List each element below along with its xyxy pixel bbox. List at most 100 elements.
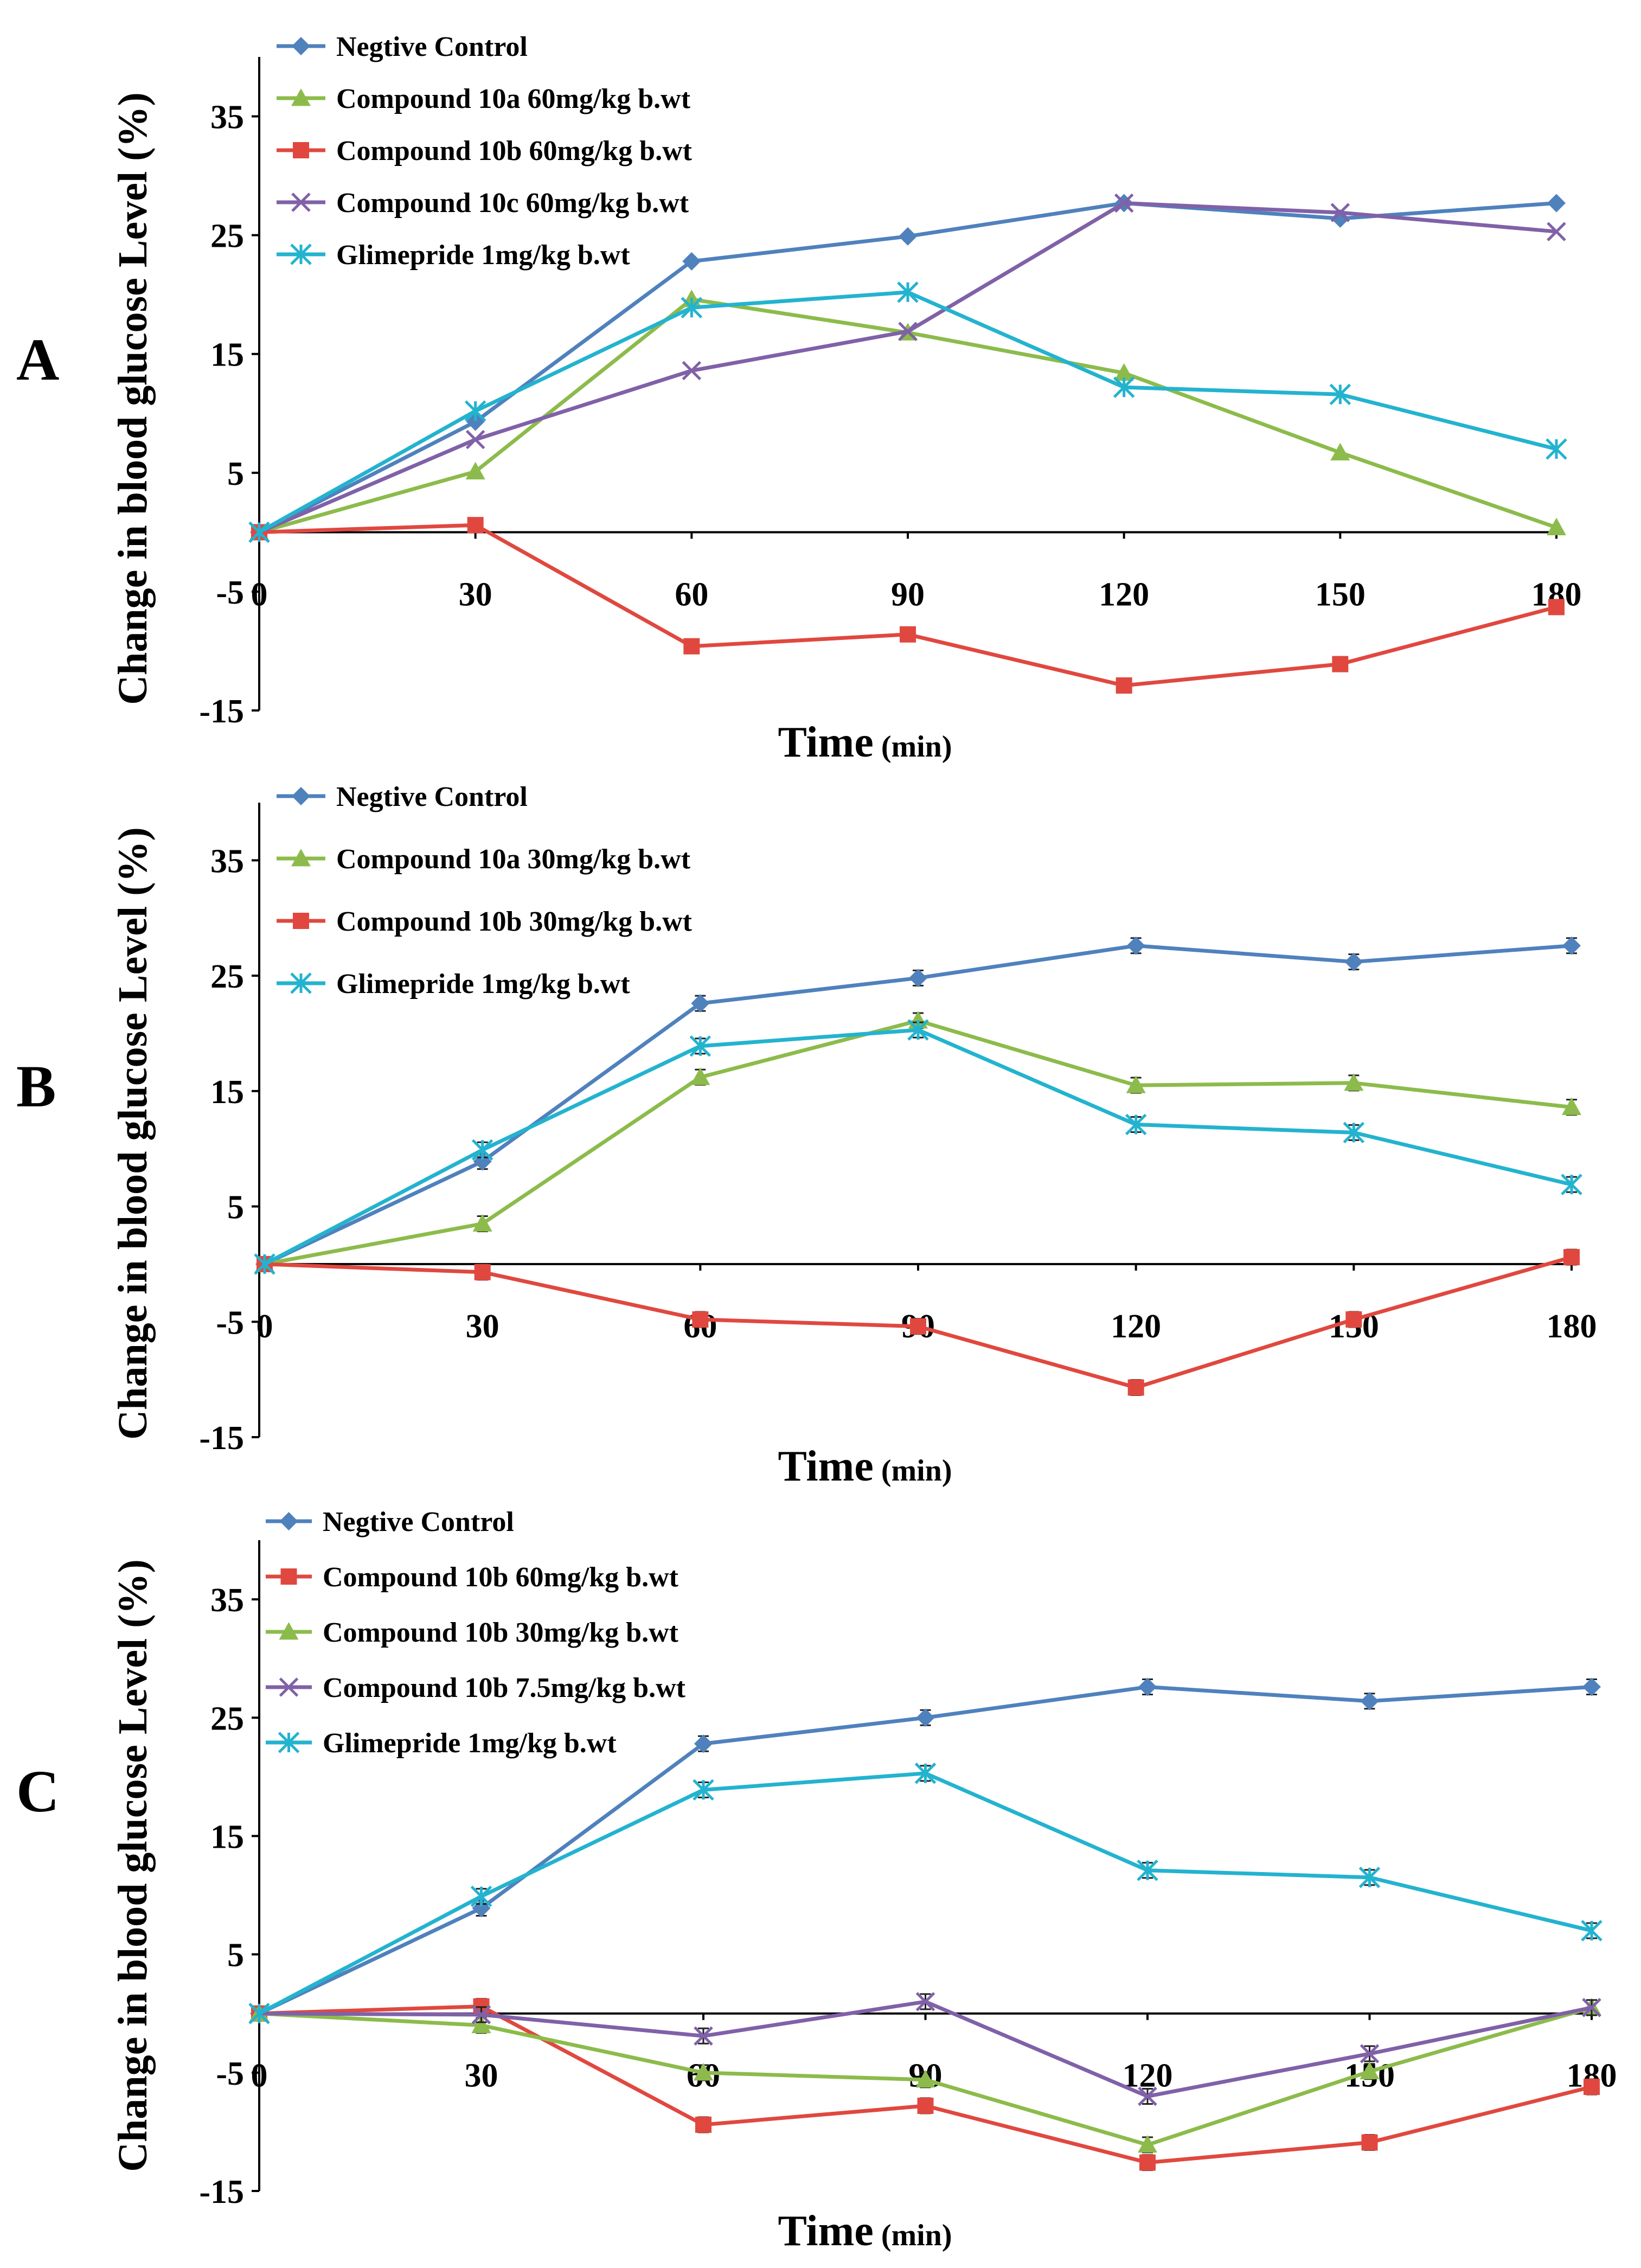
data-point bbox=[465, 430, 485, 450]
y-tick-label: -15 bbox=[199, 1420, 244, 1457]
x-axis-label-unit: (min) bbox=[881, 1454, 952, 1488]
x-tick-label: 0 bbox=[257, 1308, 273, 1345]
square-marker bbox=[910, 1318, 926, 1335]
x-axis-label-main: Time bbox=[778, 2207, 874, 2255]
data-point bbox=[1138, 2135, 1157, 2153]
data-point bbox=[254, 1253, 275, 1275]
x-axis-label-main: Time bbox=[778, 1443, 874, 1490]
x-tick-label: 120 bbox=[1111, 1308, 1161, 1345]
triangle-marker bbox=[465, 462, 485, 480]
data-point bbox=[1138, 2086, 1157, 2106]
data-point bbox=[690, 1067, 710, 1085]
asterisk-marker bbox=[1137, 1859, 1158, 1881]
y-tick-label: -5 bbox=[216, 2055, 244, 2092]
series-2 bbox=[249, 289, 1566, 540]
panel-letter: C bbox=[16, 1758, 59, 1824]
data-point bbox=[915, 2070, 935, 2088]
data-point bbox=[1126, 936, 1145, 955]
asterisk-marker bbox=[897, 281, 919, 303]
data-point bbox=[470, 1885, 492, 1907]
legend-swatch-marker bbox=[292, 37, 310, 55]
legend-item: Compound 10a 60mg/kg b.wt bbox=[277, 84, 691, 114]
data-point bbox=[898, 322, 918, 341]
data-point bbox=[1126, 1075, 1146, 1093]
legend-swatch-marker bbox=[279, 1622, 299, 1640]
legend-item: Compound 10b 60mg/kg b.wt bbox=[277, 136, 693, 166]
data-point bbox=[1581, 1920, 1602, 1942]
square-marker bbox=[293, 913, 309, 929]
diamond-marker bbox=[1360, 1692, 1379, 1710]
series-4 bbox=[249, 193, 1566, 542]
asterisk-marker bbox=[278, 1732, 300, 1753]
triangle-marker bbox=[1138, 2135, 1157, 2153]
diamond-marker bbox=[682, 252, 701, 271]
panel-letter: A bbox=[16, 326, 59, 393]
legend-label: Compound 10b 30mg/kg b.wt bbox=[323, 1617, 679, 1648]
legend: Negtive Control Compound 10b 60mg/kg b.wt… bbox=[266, 1507, 686, 1759]
asterisk-marker bbox=[1358, 1867, 1381, 1888]
x-axis-label: Time (min) bbox=[778, 719, 952, 766]
legend-item: Negtive Control bbox=[277, 781, 528, 812]
legend-item: Compound 10b 30mg/kg b.wt bbox=[277, 906, 693, 937]
data-point bbox=[1344, 952, 1363, 971]
x-tick-label: 90 bbox=[891, 576, 925, 613]
data-point bbox=[1345, 1311, 1362, 1328]
x-tick-label: 0 bbox=[251, 2058, 268, 2094]
series-4 bbox=[254, 1019, 1582, 1275]
data-point bbox=[899, 227, 917, 246]
legend-item: Glimepride 1mg/kg b.wt bbox=[277, 240, 630, 271]
x-marker bbox=[1138, 2086, 1157, 2106]
data-point bbox=[1114, 193, 1134, 213]
y-tick-label: 25 bbox=[210, 1700, 244, 1737]
data-point bbox=[471, 2015, 491, 2033]
legend-label: Compound 10b 60mg/kg b.wt bbox=[336, 136, 693, 166]
diamond-marker bbox=[292, 37, 310, 55]
data-point bbox=[1330, 203, 1350, 222]
legend-label: Glimepride 1mg/kg b.wt bbox=[336, 969, 630, 1000]
x-axis-label: Time (min) bbox=[778, 2207, 952, 2255]
data-point bbox=[681, 297, 703, 319]
data-point bbox=[694, 1734, 713, 1753]
legend-item: Compound 10b 60mg/kg b.wt bbox=[266, 1562, 679, 1593]
y-axis-label: Change in blood glucose Level (%) bbox=[110, 92, 156, 705]
data-point bbox=[471, 1139, 493, 1161]
diamond-marker bbox=[916, 1708, 935, 1727]
x-marker bbox=[1330, 203, 1350, 222]
triangle-marker bbox=[1114, 363, 1134, 381]
asterisk-marker bbox=[248, 2002, 270, 2024]
data-point bbox=[1360, 2044, 1380, 2064]
square-marker bbox=[467, 517, 484, 534]
asterisk-marker bbox=[1561, 1174, 1582, 1195]
data-point bbox=[1139, 2154, 1156, 2171]
data-point bbox=[1582, 1677, 1601, 1696]
triangle-marker bbox=[279, 1622, 299, 1640]
y-tick-label: 5 bbox=[227, 1937, 244, 1974]
y-tick-label: 5 bbox=[227, 456, 244, 492]
data-point bbox=[1547, 517, 1566, 535]
series-5 bbox=[248, 1763, 1602, 2024]
y-tick-label: 35 bbox=[210, 1582, 244, 1619]
triangle-marker bbox=[690, 1067, 710, 1085]
y-tick-label: 35 bbox=[210, 99, 244, 136]
square-marker bbox=[1332, 656, 1349, 672]
y-axis-label: Change in blood glucose Level (%) bbox=[110, 827, 156, 1440]
x-marker bbox=[1114, 193, 1134, 213]
data-point bbox=[1329, 383, 1351, 405]
data-point bbox=[689, 1035, 711, 1057]
legend-label: Compound 10b 30mg/kg b.wt bbox=[336, 906, 693, 937]
legend-swatch-marker bbox=[279, 1512, 298, 1530]
legend-label: Compound 10c 60mg/kg b.wt bbox=[336, 188, 689, 219]
y-tick-label: -15 bbox=[199, 2174, 244, 2211]
triangle-marker bbox=[1344, 1073, 1364, 1091]
data-point bbox=[472, 1214, 492, 1232]
triangle-marker bbox=[1547, 517, 1566, 535]
data-point bbox=[1332, 656, 1349, 672]
x-marker bbox=[898, 322, 918, 341]
series-4 bbox=[249, 1992, 1601, 2106]
y-tick-label: -5 bbox=[216, 574, 244, 611]
legend-swatch-marker bbox=[291, 193, 311, 212]
diamond-marker bbox=[1344, 952, 1363, 971]
x-marker bbox=[1582, 1998, 1601, 2017]
data-point bbox=[916, 1708, 935, 1727]
